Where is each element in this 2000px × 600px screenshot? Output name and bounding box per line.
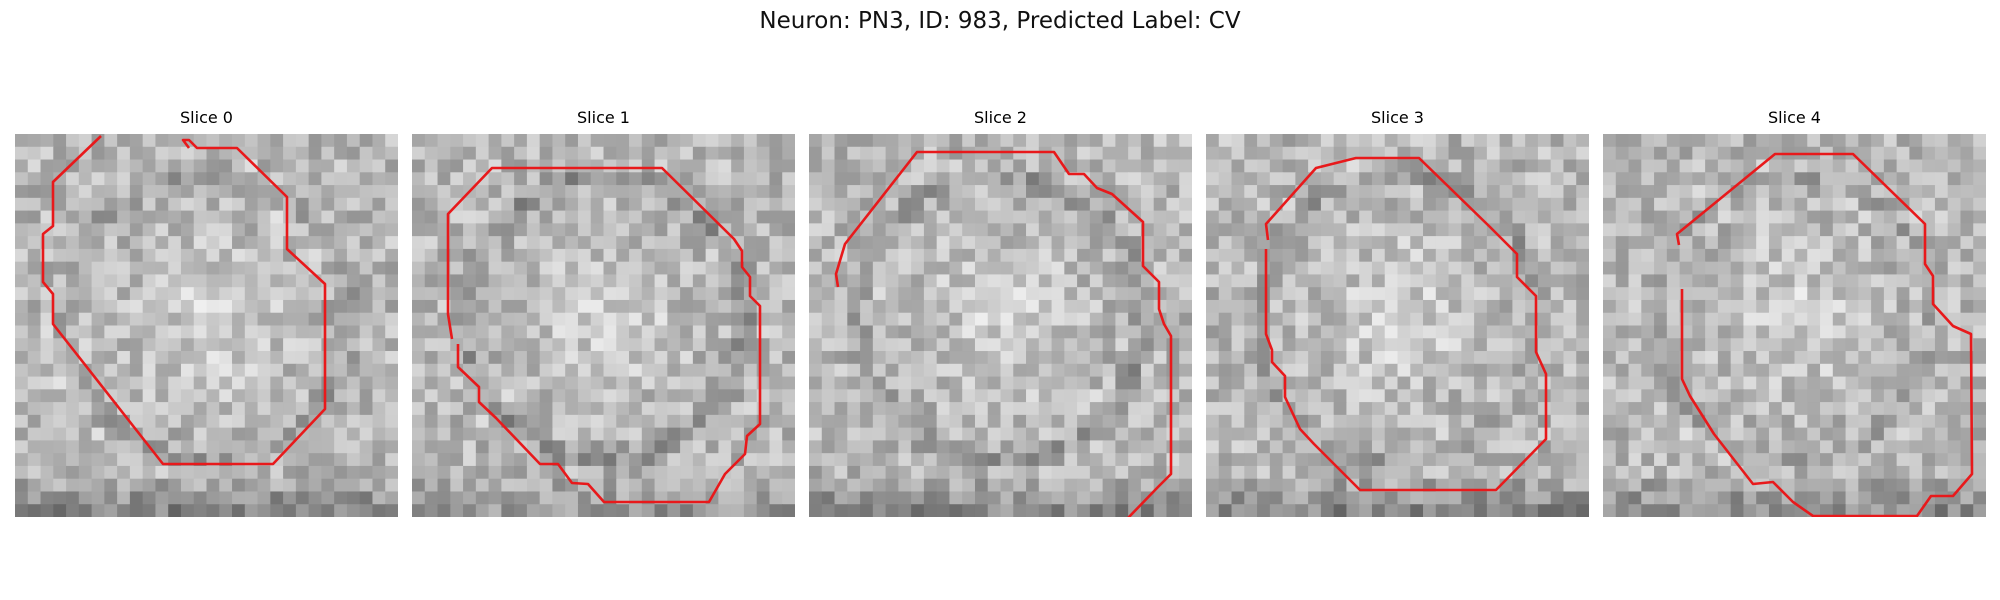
slice-title: Slice 3	[1371, 108, 1424, 127]
microscopy-slice-image	[1206, 134, 1589, 517]
segmentation-contour	[834, 150, 1173, 517]
microscopy-slice-image	[809, 134, 1192, 517]
slice-panel: Slice 0	[15, 108, 398, 518]
pixel-grid	[15, 134, 398, 517]
figure-title: Neuron: PN3, ID: 983, Predicted Label: C…	[759, 8, 1241, 34]
microscopy-slice-image	[1603, 134, 1986, 517]
segmentation-contour	[1675, 152, 1974, 517]
segmentation-contour	[446, 166, 762, 504]
microscopy-slice-image	[15, 134, 398, 517]
pixel-grid	[809, 134, 1192, 517]
slice-panel: Slice 4	[1603, 108, 1986, 518]
slice-title: Slice 0	[180, 108, 233, 127]
pixel-grid	[1603, 134, 1986, 517]
slice-title: Slice 2	[974, 108, 1027, 127]
slice-title: Slice 4	[1768, 108, 1821, 127]
pixel-grid	[1206, 134, 1589, 517]
slice-panel: Slice 3	[1206, 108, 1589, 518]
slice-panel: Slice 1	[412, 108, 795, 518]
microscopy-slice-image	[412, 134, 795, 517]
segmentation-contour	[41, 135, 327, 466]
pixel-grid	[412, 134, 795, 517]
segmentation-contour	[1264, 156, 1548, 492]
slice-panel: Slice 2	[809, 108, 1192, 518]
slice-title: Slice 1	[577, 108, 630, 127]
